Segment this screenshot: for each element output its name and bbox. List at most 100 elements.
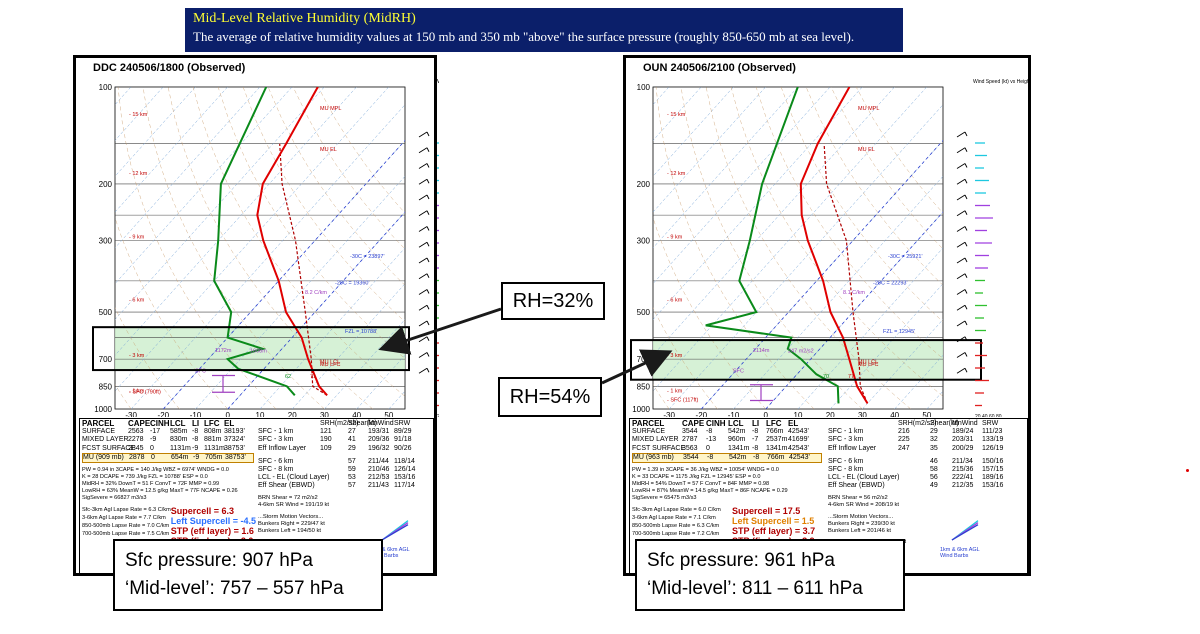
table-left-column: PARCEL CAPECINHLCL LI LFC EL SURFACE 2563 -17 58…: [82, 419, 256, 556]
height-label: - SFC (117ft): [667, 397, 699, 403]
chart-marker: -20C = 19360': [335, 280, 370, 286]
wind-barb: [426, 147, 430, 152]
ddc-skewt-chart: DDC 240506/1800 (Observed)10020030050070…: [92, 62, 439, 417]
srh-row-cell: 215/36: [952, 466, 974, 474]
index-line: SigSevere = 65475 m3/s3: [632, 495, 697, 502]
x-tick-label: -10: [190, 411, 202, 417]
wind-barb: [964, 210, 968, 215]
parcel-row-cell: 881m: [204, 436, 222, 444]
parcel-row-cell: 0: [706, 444, 710, 452]
chart-marker: -30C = 25921': [888, 254, 923, 260]
parcel-row-cell: 960m: [728, 436, 746, 444]
wind-barb: [964, 163, 968, 168]
y-tick-label: 200: [637, 180, 651, 189]
index-line: LowRH = 63% MeanW = 12.5 g/kg MaxT = 77F…: [82, 488, 238, 495]
sidebar-label: Wind Speed (kt) vs Height: [973, 79, 1029, 85]
isotherm: [653, 87, 766, 213]
wind-barb: [418, 273, 428, 280]
parcel-row-cell: FCST SURFACE: [632, 444, 686, 452]
wind-barb: [418, 241, 428, 248]
parcel-row-cell: 2278: [128, 436, 144, 444]
rh-left-label: RH=32%: [512, 289, 594, 312]
sidebar-label: Wind Speed (kt) vs Height: [435, 79, 439, 85]
isotherm: [733, 175, 943, 409]
storm-motion-line: ...Storm Motion Vectors...: [828, 513, 894, 520]
isotherm: [115, 87, 196, 177]
x-tick-label: 0: [764, 411, 769, 417]
dry-adiabat: [653, 307, 718, 409]
chart-marker: MU LCL: [858, 359, 878, 365]
srh-row-cell: 211/44: [368, 457, 389, 465]
srh-row-cell: LCL - EL (Cloud Layer): [258, 474, 330, 482]
storm-motion-line: Bunkers Right = 229/47 kt: [258, 521, 325, 528]
wind-barb: [426, 273, 430, 278]
oun-sounding-panel: [623, 55, 1031, 576]
srh-row: Eff Shear (EBWD) 57 211/43 117/14: [258, 482, 430, 490]
index-line: PW = 0.94 in 3CAPE = 140 J/kg WBZ = 6974…: [82, 467, 229, 474]
srh-row-cell: 133/19: [982, 436, 1004, 444]
parcel-row-cell: 542m: [728, 428, 746, 436]
parcel-row-cell: 2537m: [766, 436, 788, 444]
parcel-header-cell: LI: [752, 419, 760, 428]
srh-header-cell: Shear(kt): [930, 420, 959, 427]
wind-barb: [426, 320, 430, 326]
srh-row-cell: 193/31: [368, 428, 390, 436]
x-tick-label: -20: [158, 411, 170, 417]
parcel-row-cell: 2563: [128, 428, 144, 436]
parcel-row-cell: 38753': [225, 453, 246, 461]
chart-marker: MU EL: [858, 147, 875, 153]
isotherm: [115, 87, 325, 320]
srh-row-cell: SFC - 1 km: [258, 428, 294, 436]
wind-barb: [426, 368, 430, 373]
dry-adiabat: [830, 87, 943, 250]
parcel-row-cell: 2878: [129, 453, 145, 461]
index-line: LowRH = 87% MeanW = 14.5 g/kg MaxT = 86F…: [632, 488, 788, 495]
parcel-row-cell: 654m: [171, 453, 189, 461]
height-label: - 1 km: [667, 388, 683, 394]
x-tick-label: 0: [226, 411, 231, 417]
lapse-rate-line: Sfc-3km Agl Lapse Rate = 6.0 C/km: [632, 507, 721, 514]
chart-marker: 77: [848, 374, 854, 380]
parcel-header-cell: CAPE: [128, 419, 151, 428]
temperature-profile: [799, 87, 869, 404]
storm-motion-line: Bunkers Left = 194/50 kt: [258, 528, 322, 535]
wind-barb: [426, 163, 430, 168]
parcel-row-cell: 42543': [788, 428, 809, 436]
chart-marker: 62: [285, 374, 291, 380]
parcel-row-cell: 37324': [224, 436, 245, 444]
lapse-rate-line: 850-500mb Lapse Rate = 6.3 C/km: [632, 523, 720, 530]
srh-row-cell: 189/24: [952, 428, 974, 436]
parcel-header-cell: LCL: [170, 419, 186, 428]
hodo-caption: 1km & 6km AGL: [940, 546, 980, 553]
srh-row: SFC - 1 km 121 27 193/31 89/29: [258, 428, 430, 436]
wind-barb: [418, 289, 428, 295]
parcel-row-cell: 3544: [683, 453, 699, 461]
wind-barb: [964, 352, 968, 357]
x-tick-label: -30: [125, 411, 137, 417]
wind-barb: [964, 242, 968, 247]
isotherm: [130, 104, 405, 409]
srh-row: SFC - 3 km 190 41 209/36 91/18: [258, 436, 430, 444]
srh-header-cell: SRW: [982, 420, 999, 427]
parcel-header-cell: PARCEL: [632, 419, 665, 428]
parcel-row: MIXED LAYER2278 -9 830m -8 881m 37324': [82, 436, 254, 444]
oun-skewt-chart: OUN 240506/2100 (Observed)10020030050070…: [630, 62, 1029, 417]
srh-row-cell: 58: [930, 466, 938, 474]
composite-line: Supercell = 6.3: [170, 506, 235, 517]
srh-row-cell: SFC - 1 km: [828, 428, 864, 436]
srh-row-cell: 118/14: [394, 457, 415, 465]
parcel-row-cell: 3544: [682, 428, 698, 436]
parcel-header-cell: CINH: [150, 419, 170, 428]
wind-barb: [956, 226, 966, 232]
parcel-row-cell: 42543': [788, 444, 809, 452]
wind-barb: [426, 352, 430, 357]
srh-row-cell: 210/46: [368, 466, 390, 474]
parcel-row-cell: SURFACE: [82, 428, 116, 436]
rh-left-callout: RH=32%: [501, 282, 605, 320]
hodo-barb: [381, 523, 409, 541]
wind-barb: [956, 336, 966, 343]
parcel-row-cell: 38753': [224, 444, 245, 452]
srh-row-cell: 222/41: [952, 474, 974, 482]
parcel-row-cell: 2845: [128, 444, 144, 452]
